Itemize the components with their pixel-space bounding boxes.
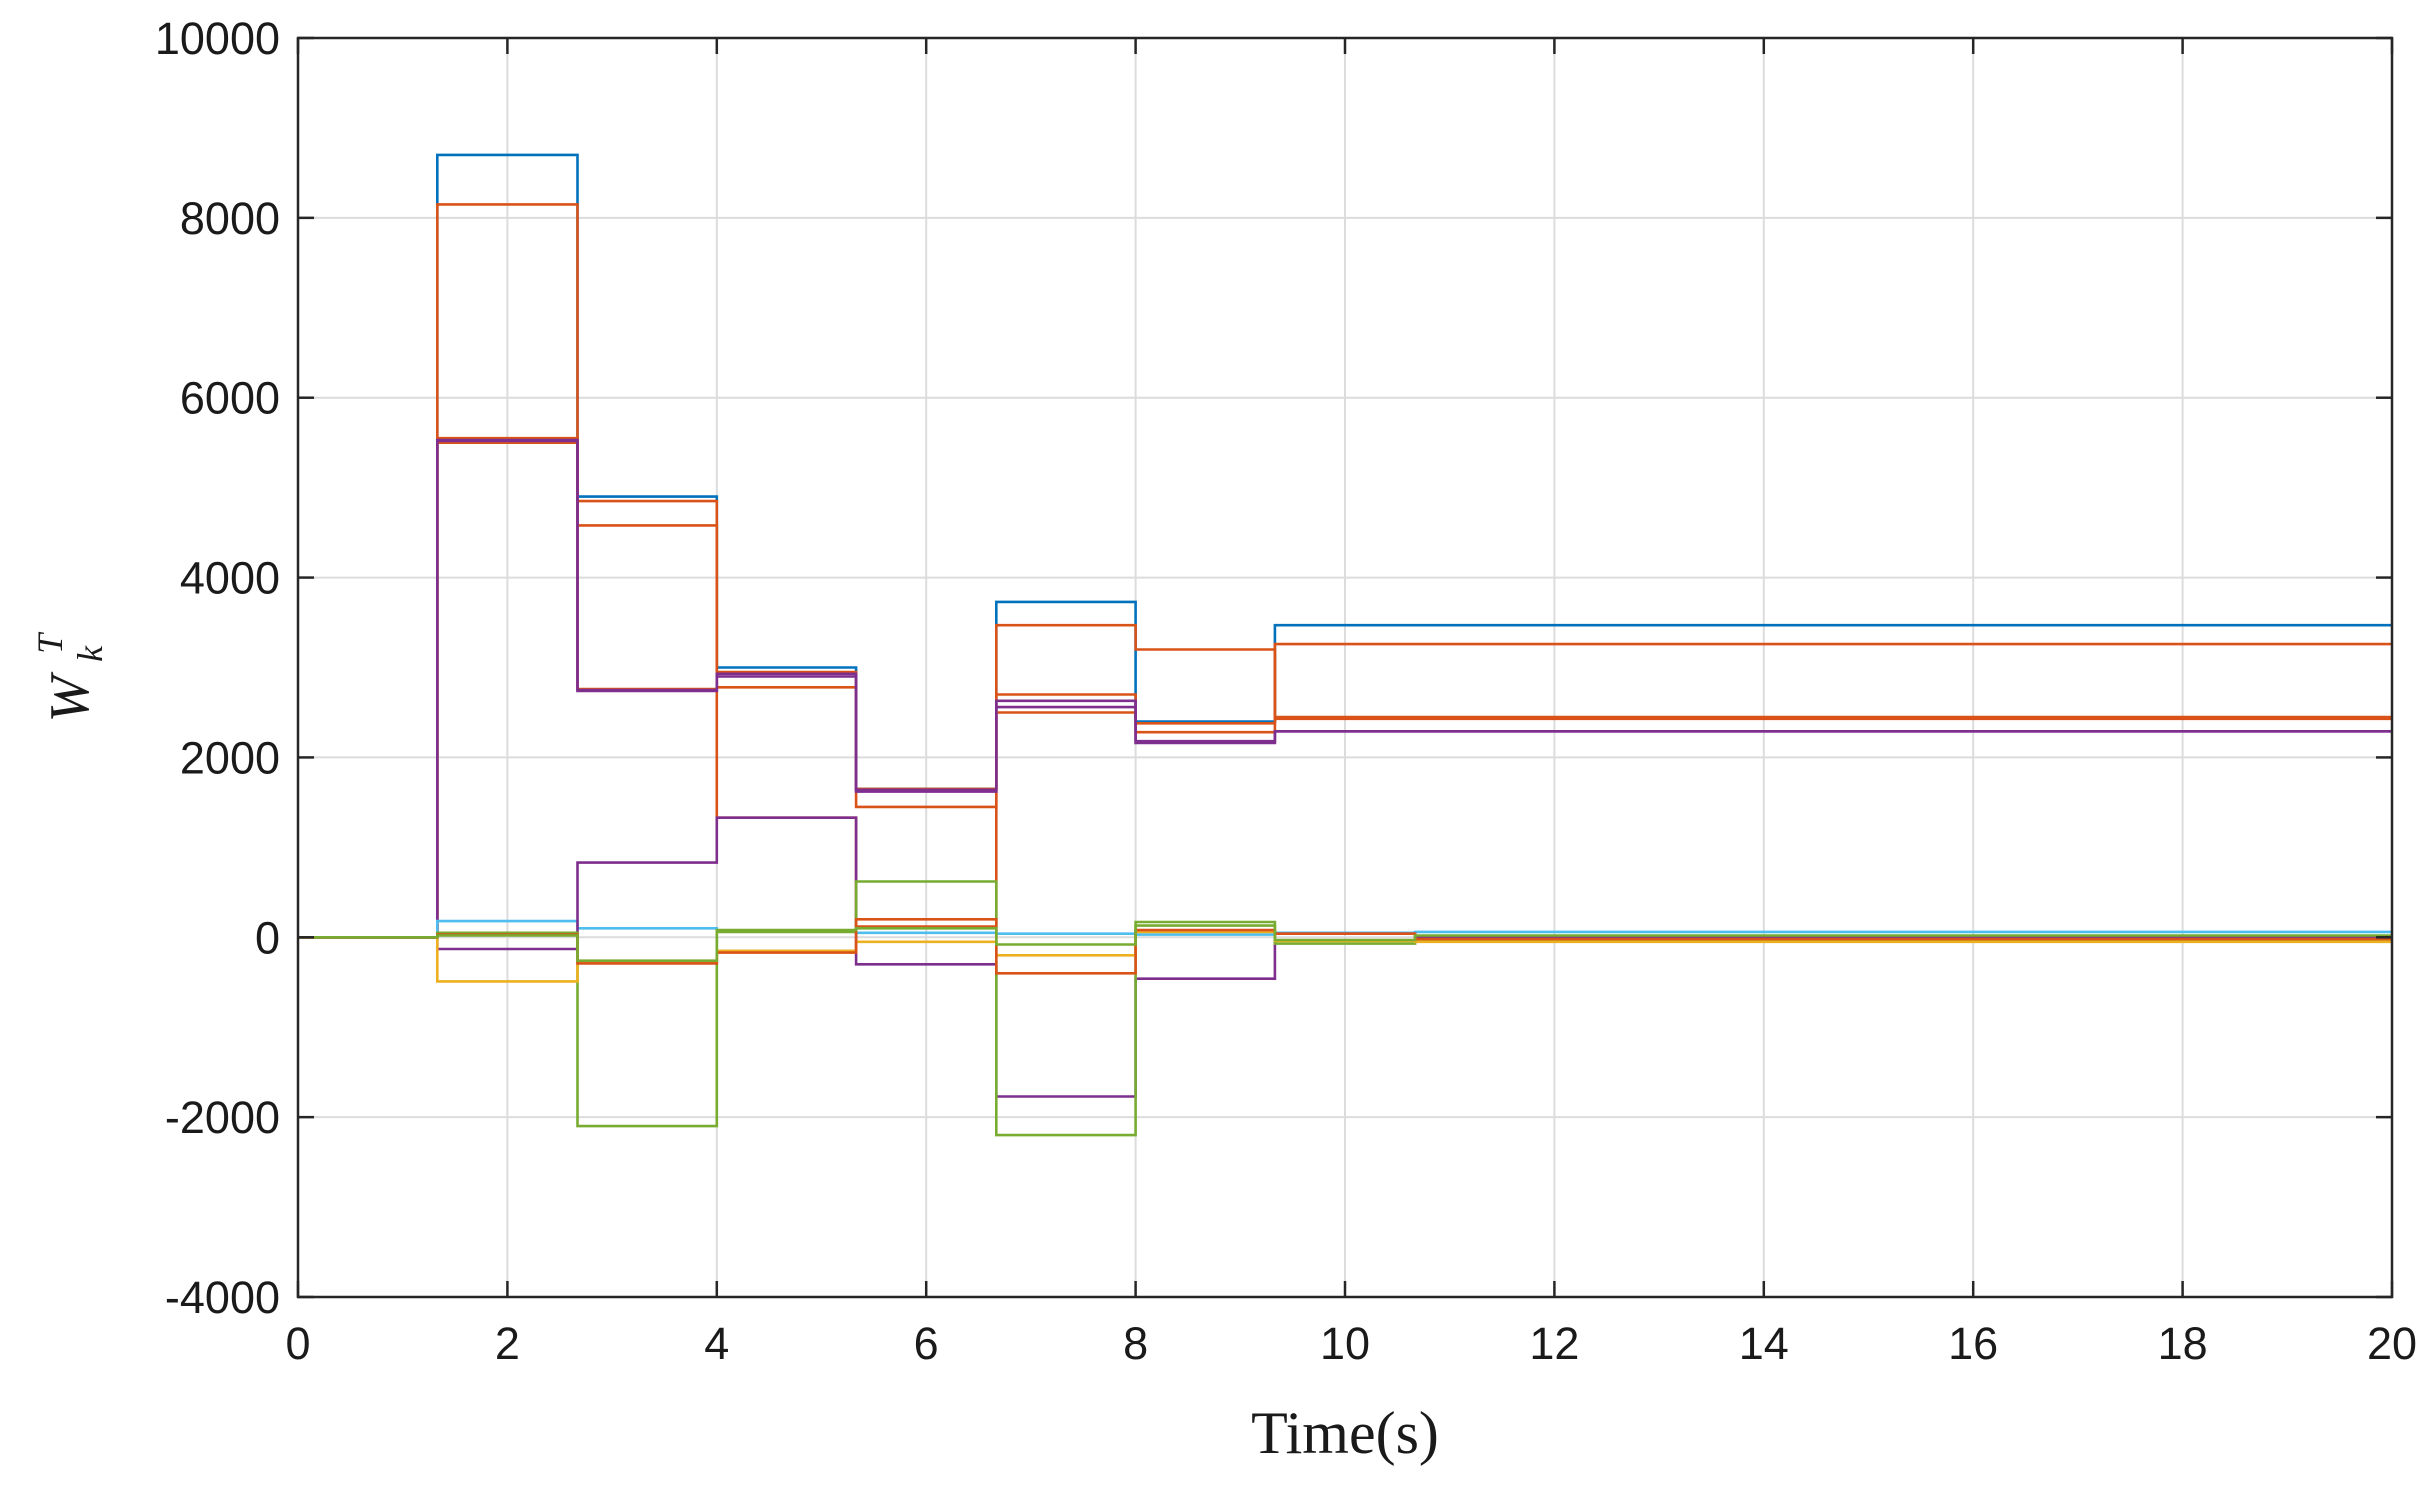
x-tick-label: 18 [2158, 1318, 2208, 1369]
y-tick-label: 0 [255, 912, 280, 963]
x-tick-label: 14 [1739, 1318, 1789, 1369]
y-tick-label: 8000 [180, 193, 280, 244]
axis-ticks [296, 36, 2394, 1299]
y-axis-label: W k T [30, 631, 115, 723]
y-axis-label-sup: T [30, 631, 70, 654]
tick-labels: 0 2 4 6 8 10 12 14 16 18 20 -4000 -2000 0 2000 4000 6000… [155, 13, 2417, 1369]
y-tick-label: 6000 [180, 373, 280, 424]
x-axis-label: Time(s) [1251, 1400, 1439, 1466]
x-tick-label: 16 [1948, 1318, 1998, 1369]
x-tick-label: 0 [285, 1318, 310, 1369]
svg-text:W k T: W k T [30, 631, 115, 723]
y-tick-label: 4000 [180, 553, 280, 604]
y-axis-label-base: W [39, 672, 101, 723]
y-axis-label-sub: k [70, 645, 110, 662]
x-tick-label: 6 [914, 1318, 939, 1369]
y-tick-label: 10000 [155, 13, 280, 64]
x-tick-label: 20 [2367, 1318, 2417, 1369]
y-tick-label: 2000 [180, 732, 280, 783]
series-line-w12 [298, 924, 2392, 962]
y-tick-label: -4000 [165, 1272, 280, 1323]
series-group [298, 153, 2392, 1137]
x-tick-label: 4 [704, 1318, 729, 1369]
series-line-w6 [298, 439, 2392, 939]
grid [297, 37, 2393, 1298]
x-tick-label: 12 [1529, 1318, 1579, 1369]
series-line-w9 [298, 880, 2392, 1137]
x-tick-label: 8 [1123, 1318, 1148, 1369]
y-tick-label: -2000 [165, 1092, 280, 1143]
x-tick-label: 10 [1320, 1318, 1370, 1369]
x-tick-label: 2 [495, 1318, 520, 1369]
